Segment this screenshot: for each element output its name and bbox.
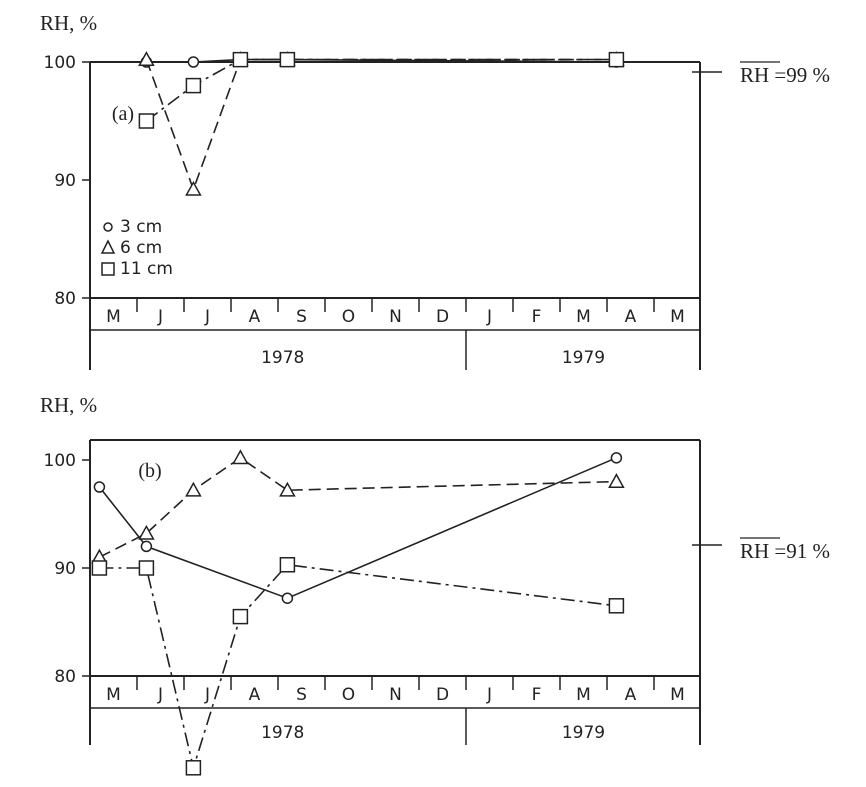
data-point-square bbox=[279, 557, 296, 573]
legend-marker-triangle bbox=[100, 239, 116, 254]
data-point-square bbox=[232, 51, 249, 68]
data-point-circle bbox=[93, 481, 106, 493]
x-tick-label: S bbox=[296, 685, 307, 705]
data-point-square bbox=[608, 598, 625, 614]
data-point-square bbox=[185, 760, 202, 776]
x-tick-label: J bbox=[486, 685, 492, 705]
x-tick-label: J bbox=[204, 307, 210, 327]
x-tick-label: M bbox=[670, 685, 685, 705]
year-label: 1979 bbox=[562, 723, 605, 743]
x-tick-label: M bbox=[106, 307, 121, 327]
x-tick-label: J bbox=[157, 307, 163, 327]
data-point-square bbox=[138, 560, 155, 576]
series-line-6cm bbox=[99, 456, 617, 558]
data-point-square bbox=[232, 608, 249, 625]
x-tick-label: A bbox=[249, 307, 261, 327]
x-tick-label: A bbox=[625, 685, 637, 705]
x-tick-label: M bbox=[670, 307, 685, 327]
x-tick-label: N bbox=[389, 307, 402, 327]
x-tick-label: O bbox=[342, 685, 355, 705]
panel-label: (a) bbox=[112, 103, 134, 125]
y-tick-label: 100 bbox=[44, 53, 76, 73]
x-tick-label: F bbox=[532, 307, 542, 327]
y-tick-label: 90 bbox=[54, 171, 76, 191]
data-point-triangle bbox=[138, 51, 155, 66]
mean-rh-label: RH =91 % bbox=[740, 539, 830, 563]
panel-b bbox=[82, 439, 780, 776]
year-label: 1978 bbox=[261, 723, 304, 743]
y-axis-label: RH, % bbox=[40, 393, 97, 417]
x-tick-label: S bbox=[296, 307, 307, 327]
data-point-square bbox=[138, 113, 155, 129]
x-tick-label: J bbox=[204, 685, 210, 705]
x-tick-label: N bbox=[389, 685, 402, 705]
data-point-circle bbox=[281, 592, 294, 604]
legend-marker-square bbox=[101, 262, 115, 276]
legend-label: 3 cm bbox=[120, 217, 162, 237]
mean-rh-label: RH =99 % bbox=[740, 63, 830, 87]
y-tick-label: 80 bbox=[54, 667, 76, 687]
data-point-square bbox=[608, 51, 625, 68]
legend-label: 11 cm bbox=[120, 259, 173, 279]
y-tick-label: 80 bbox=[54, 289, 76, 309]
legend-marker-circle bbox=[103, 222, 113, 232]
data-point-triangle bbox=[608, 473, 625, 488]
x-tick-label: M bbox=[106, 685, 121, 705]
x-tick-label: M bbox=[576, 685, 591, 705]
data-point-triangle bbox=[185, 481, 202, 497]
series-line-11cm bbox=[99, 563, 617, 771]
y-tick-label: 100 bbox=[44, 451, 76, 471]
y-tick-label: 90 bbox=[54, 559, 76, 579]
data-point-circle bbox=[140, 540, 153, 553]
data-point-triangle bbox=[185, 180, 202, 196]
x-tick-label: J bbox=[486, 307, 492, 327]
series-line-11cm bbox=[145, 58, 617, 122]
data-point-square bbox=[185, 77, 202, 94]
year-label: 1979 bbox=[562, 348, 605, 368]
x-tick-label: D bbox=[436, 307, 449, 327]
year-label: 1978 bbox=[261, 348, 304, 368]
data-point-circle bbox=[610, 452, 623, 464]
x-tick-label: J bbox=[157, 685, 163, 705]
panel-label: (b) bbox=[138, 460, 161, 482]
panel-a bbox=[82, 51, 780, 370]
y-axis-label: RH, % bbox=[40, 11, 97, 35]
x-tick-label: A bbox=[625, 307, 637, 327]
x-tick-label: A bbox=[249, 685, 261, 705]
x-tick-label: D bbox=[436, 685, 449, 705]
series-line-6cm bbox=[145, 58, 617, 192]
data-point-triangle bbox=[279, 481, 296, 497]
data-point-triangle bbox=[138, 524, 155, 540]
data-point-triangle bbox=[232, 449, 249, 465]
data-point-square bbox=[279, 51, 296, 68]
series-line-3cm bbox=[98, 457, 617, 600]
data-point-circle bbox=[187, 56, 200, 68]
x-tick-label: M bbox=[576, 307, 591, 327]
data-point-square bbox=[91, 560, 108, 576]
x-tick-label: O bbox=[342, 307, 355, 327]
x-tick-label: F bbox=[532, 685, 542, 705]
legend-label: 6 cm bbox=[120, 238, 162, 258]
